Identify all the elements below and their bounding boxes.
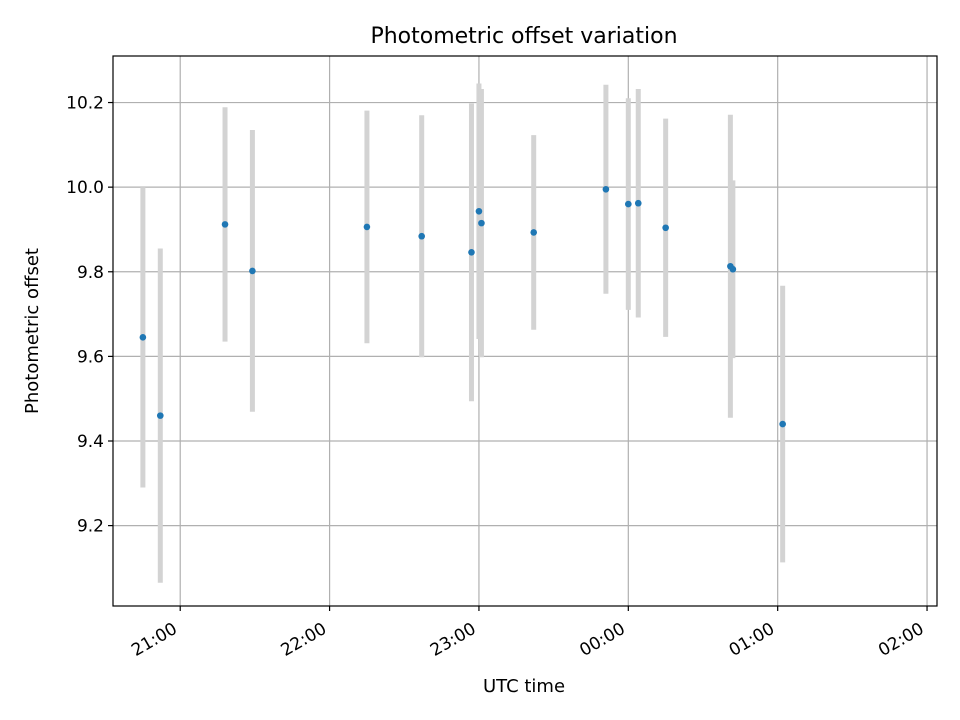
chart-title: Photometric offset variation — [370, 24, 677, 49]
y-tick-label: 10.2 — [66, 94, 104, 114]
x-tick-label: 02:00 — [875, 619, 927, 661]
data-points — [139, 185, 786, 428]
y-axis-label: Photometric offset — [22, 248, 43, 414]
x-tick-label: 01:00 — [726, 619, 778, 661]
data-point — [729, 265, 737, 273]
x-axis-label: UTC time — [483, 676, 565, 697]
x-tick-label: 23:00 — [427, 619, 479, 661]
data-point — [475, 207, 483, 215]
data-point — [139, 334, 147, 341]
data-point — [662, 224, 669, 232]
x-axis-ticks: 21:00 22:00 23:00 00:00 01:00 02:00 — [128, 606, 928, 661]
data-point — [221, 221, 229, 228]
data-point — [418, 232, 425, 240]
data-point — [602, 185, 610, 193]
data-point — [478, 219, 485, 227]
x-tick-label: 21:00 — [128, 619, 180, 661]
x-tick-label: 22:00 — [278, 619, 330, 661]
data-point — [363, 223, 371, 231]
y-tick-label: 9.4 — [77, 432, 104, 452]
data-point — [156, 412, 164, 419]
plot-frame — [112, 55, 938, 607]
data-point — [625, 200, 632, 208]
y-tick-label: 10.0 — [66, 178, 104, 198]
y-tick-label: 9.8 — [77, 263, 104, 283]
data-point — [779, 420, 786, 428]
data-point — [634, 199, 642, 207]
y-tick-label: 9.6 — [77, 347, 104, 367]
plot-background — [113, 56, 937, 606]
data-point — [468, 249, 475, 256]
data-point — [249, 267, 256, 275]
y-axis-ticks: 9.2 9.4 9.6 9.8 10.0 10.2 — [66, 94, 113, 537]
y-tick-label: 9.2 — [77, 517, 104, 537]
data-point — [530, 229, 538, 236]
x-tick-label: 00:00 — [576, 619, 628, 661]
